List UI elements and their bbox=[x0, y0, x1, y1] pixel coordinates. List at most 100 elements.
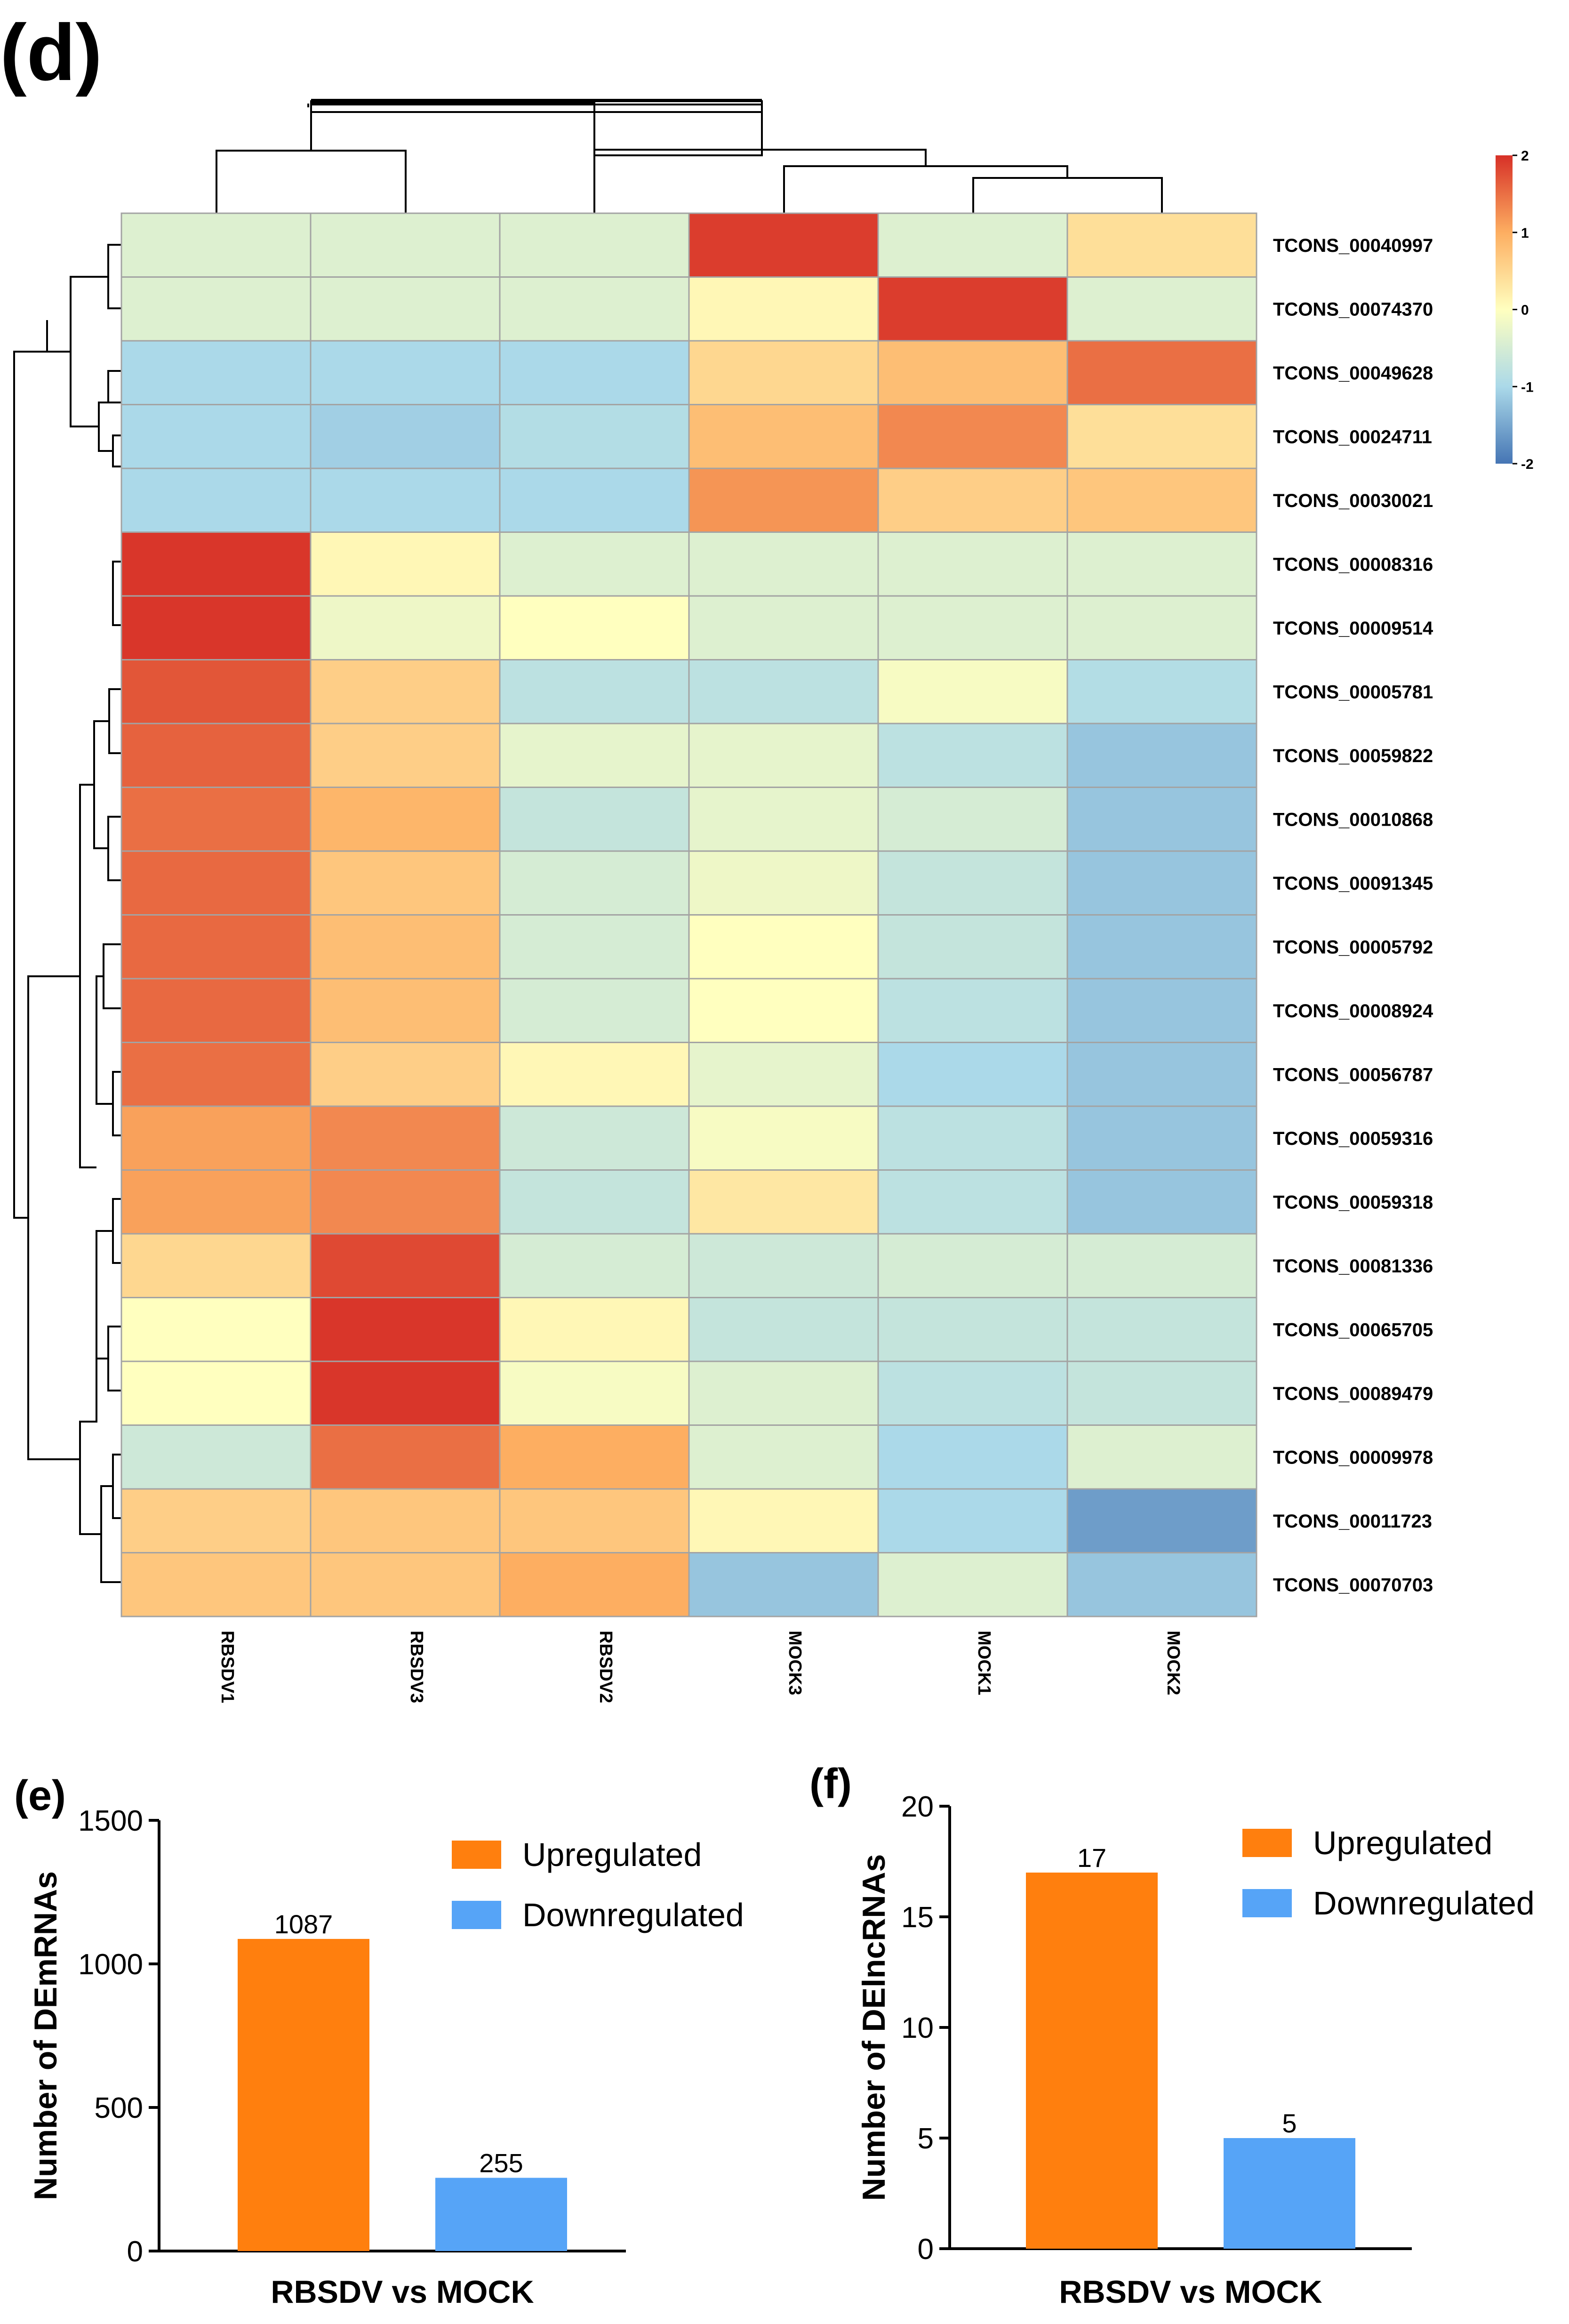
legend-label: Downregulated bbox=[1313, 1885, 1535, 1922]
heatmap-row-labels: TCONS_00040997 TCONS_00074370 TCONS_000496… bbox=[1273, 235, 1433, 1596]
heatmap-cell bbox=[688, 850, 879, 916]
heatmap-cell bbox=[120, 1169, 312, 1235]
panel-label-d: (d) bbox=[0, 8, 102, 97]
heatmap-cell bbox=[1066, 595, 1257, 660]
heatmap-cell bbox=[310, 1169, 501, 1235]
column-label: RBSDV2 bbox=[596, 1631, 616, 1703]
heatmap-cell bbox=[877, 1552, 1068, 1617]
bar-upregulated bbox=[238, 1938, 369, 2251]
heatmap-cell bbox=[499, 1105, 690, 1171]
heatmap-cell bbox=[1066, 1297, 1257, 1362]
heatmap-cell bbox=[688, 1105, 879, 1171]
row-label: TCONS_00040997 bbox=[1273, 235, 1433, 256]
heatmap-cell bbox=[499, 595, 690, 660]
color-bar-tick-label: 1 bbox=[1521, 225, 1529, 241]
heatmap-cell bbox=[877, 1297, 1068, 1362]
heatmap-cell bbox=[688, 1360, 879, 1426]
y-tick-label: 1000 bbox=[78, 1948, 143, 1981]
row-label: TCONS_00081336 bbox=[1273, 1256, 1433, 1277]
heatmap-cell bbox=[688, 978, 879, 1043]
legend-label: Downregulated bbox=[522, 1897, 744, 1933]
heatmap-cell bbox=[499, 1424, 690, 1490]
heatmap-cell bbox=[310, 1360, 501, 1426]
heatmap-cell bbox=[499, 1552, 690, 1617]
heatmap-cell bbox=[1066, 467, 1257, 533]
heatmap-cell bbox=[877, 1424, 1068, 1490]
heatmap-cell bbox=[1066, 212, 1257, 278]
heatmap-cell bbox=[877, 1042, 1068, 1107]
heatmap-cell bbox=[688, 1297, 879, 1362]
column-dendrogram bbox=[216, 99, 1163, 213]
heatmap-cell bbox=[1066, 850, 1257, 916]
heatmap-cell bbox=[1066, 1552, 1257, 1617]
heatmap-cell bbox=[688, 1233, 879, 1298]
y-tick-label: 500 bbox=[95, 2092, 143, 2124]
bar-chart-delncrnas: 0 5 10 15 20 Number of DElncRNAs 17 5 RBSDV vs M… bbox=[856, 1791, 1535, 2310]
heatmap-cell bbox=[499, 467, 690, 533]
row-label: TCONS_00074370 bbox=[1273, 299, 1433, 320]
color-bar-tick-label: 2 bbox=[1521, 148, 1529, 164]
color-bar bbox=[1496, 155, 1513, 464]
bar-downregulated bbox=[435, 2178, 567, 2251]
heatmap-cell bbox=[120, 340, 312, 405]
heatmap-cell bbox=[310, 787, 501, 852]
heatmap-cell bbox=[499, 1169, 690, 1235]
heatmap-cell bbox=[1066, 340, 1257, 405]
heatmap-cell bbox=[310, 723, 501, 788]
heatmap-cell bbox=[688, 1169, 879, 1235]
row-label: TCONS_00010868 bbox=[1273, 809, 1433, 830]
row-label: TCONS_00070703 bbox=[1273, 1575, 1433, 1595]
panel-label-f: (f) bbox=[809, 1761, 852, 1808]
row-label: TCONS_00008924 bbox=[1273, 1001, 1433, 1021]
heatmap-cell bbox=[310, 659, 501, 724]
heatmap-cell bbox=[877, 276, 1068, 342]
column-label: RBSDV1 bbox=[217, 1631, 237, 1703]
legend-swatch bbox=[1242, 1889, 1292, 1917]
bar-chart-demrnas: 0 500 1000 1500 Number of DEmRNAs 1087 255 RBSD… bbox=[28, 1805, 744, 2310]
heatmap-cell bbox=[499, 212, 690, 278]
heatmap-cell bbox=[877, 404, 1068, 469]
heatmap-cell bbox=[499, 914, 690, 980]
heatmap-column-labels: RBSDV1 RBSDV3 RBSDV2 MOCK3 MOCK1 MOCK2 bbox=[217, 1631, 1183, 1703]
heatmap-cell bbox=[1066, 914, 1257, 980]
heatmap-cell bbox=[120, 1233, 312, 1298]
legend-swatch bbox=[1242, 1829, 1292, 1857]
y-axis-title: Number of DEmRNAs bbox=[28, 1871, 64, 2200]
heatmap-cell bbox=[1066, 1488, 1257, 1553]
heatmap-cell bbox=[310, 340, 501, 405]
heatmap-cell bbox=[310, 467, 501, 533]
row-dendrogram bbox=[13, 244, 121, 1583]
heatmap-cell bbox=[877, 212, 1068, 278]
bar-value-label: 17 bbox=[1077, 1843, 1106, 1873]
heatmap-cell bbox=[120, 659, 312, 724]
column-label: MOCK2 bbox=[1163, 1631, 1183, 1695]
y-tick-label: 1500 bbox=[78, 1805, 143, 1837]
heatmap-cell bbox=[120, 1552, 312, 1617]
row-label: TCONS_00059822 bbox=[1273, 746, 1433, 766]
heatmap-cell bbox=[120, 212, 312, 278]
column-label: MOCK1 bbox=[974, 1631, 994, 1695]
heatmap-cell bbox=[1066, 723, 1257, 788]
heatmap-cell bbox=[1066, 659, 1257, 724]
row-label: TCONS_00024711 bbox=[1273, 426, 1432, 447]
legend-label: Upregulated bbox=[1313, 1825, 1492, 1861]
column-label: RBSDV3 bbox=[407, 1631, 426, 1703]
heatmap-cell bbox=[688, 467, 879, 533]
legend-swatch bbox=[452, 1841, 501, 1869]
heatmap-cell bbox=[499, 659, 690, 724]
row-label: TCONS_00049628 bbox=[1273, 363, 1433, 384]
bar-value-label: 5 bbox=[1282, 2108, 1297, 2138]
y-axis-title: Number of DElncRNAs bbox=[856, 1854, 892, 2201]
heatmap-cell bbox=[499, 787, 690, 852]
heatmap-cell bbox=[499, 404, 690, 469]
heatmap-cell bbox=[120, 531, 312, 597]
heatmap-cell bbox=[688, 659, 879, 724]
heatmap-cell bbox=[120, 1360, 312, 1426]
heatmap-cell bbox=[120, 595, 312, 660]
heatmap-cell bbox=[688, 914, 879, 980]
heatmap-cell bbox=[310, 914, 501, 980]
color-bar-tick-label: 0 bbox=[1521, 303, 1529, 318]
y-tick-label: 5 bbox=[918, 2123, 934, 2155]
row-label: TCONS_00030021 bbox=[1273, 491, 1433, 511]
heatmap-cell bbox=[688, 595, 879, 660]
